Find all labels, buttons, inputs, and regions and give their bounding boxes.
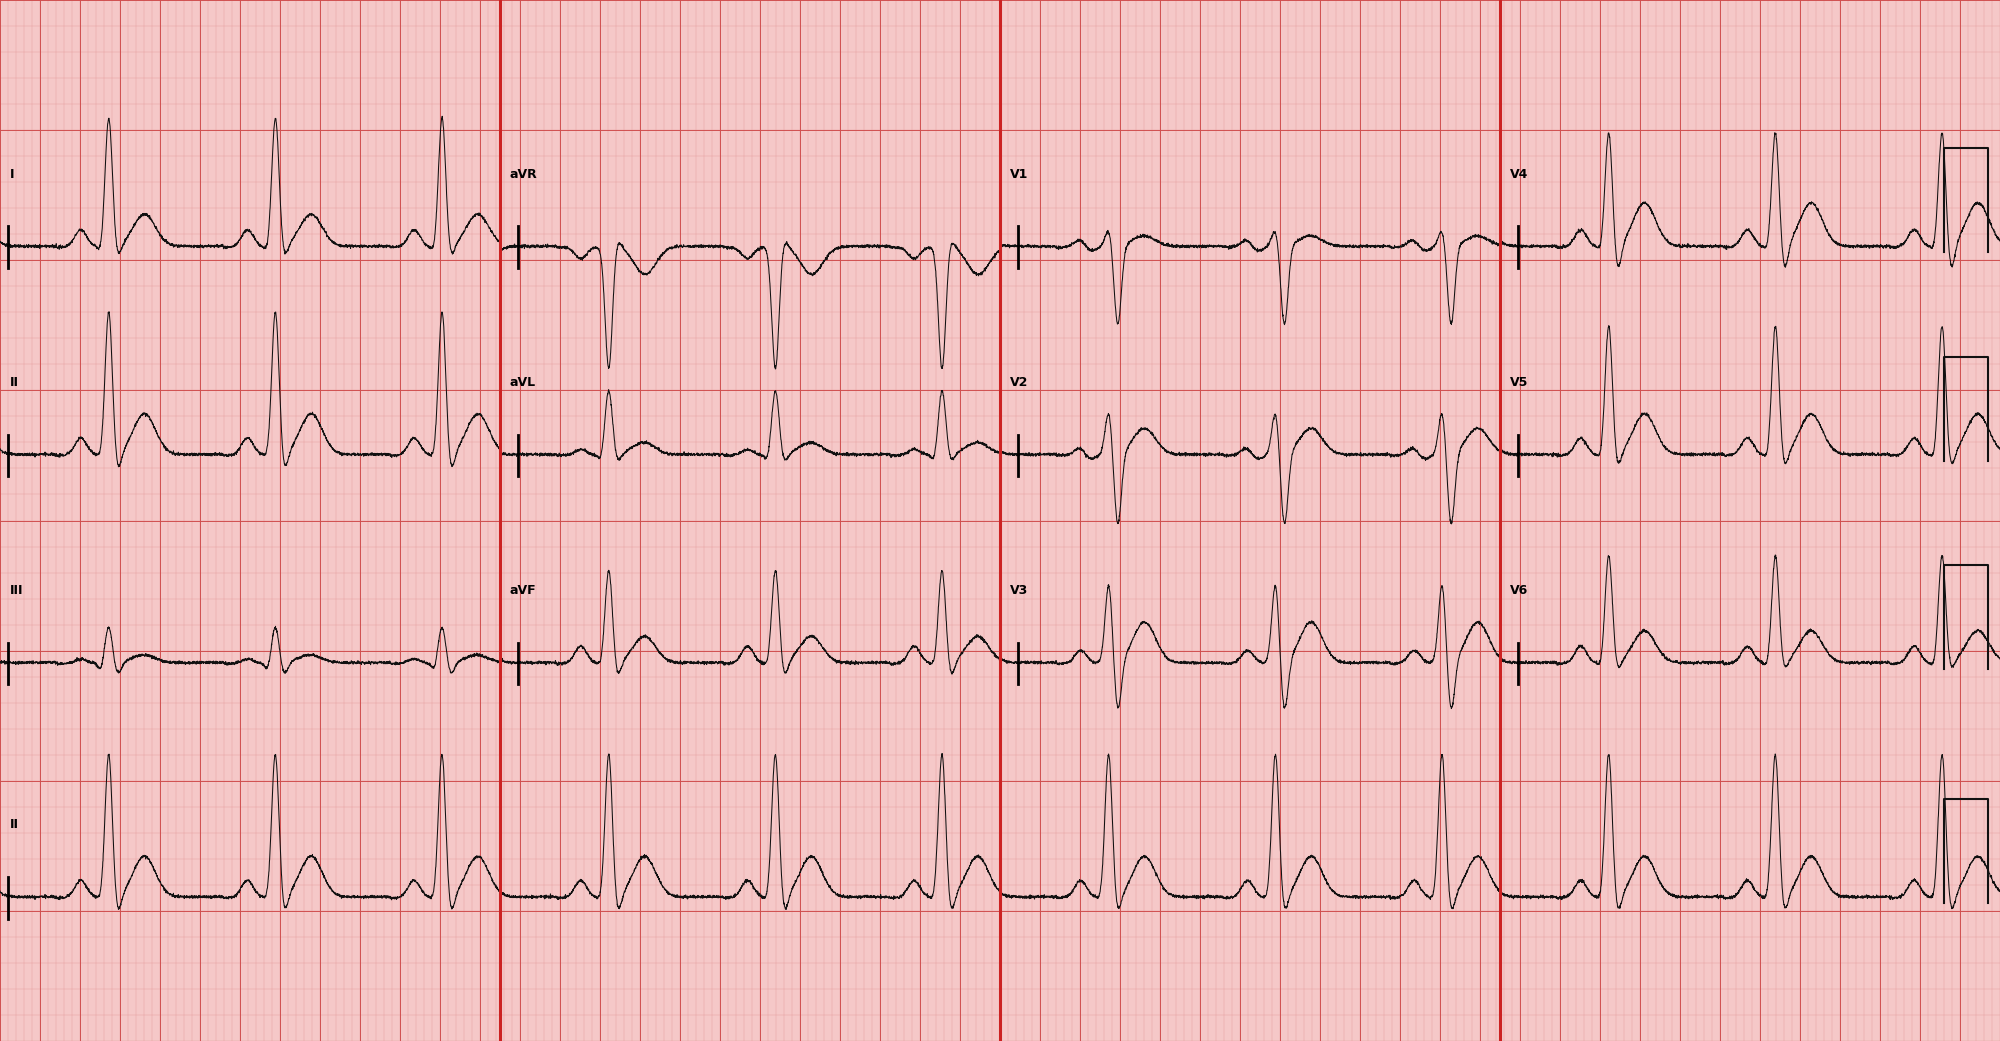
Text: II: II	[10, 818, 20, 832]
Text: V5: V5	[1510, 376, 1528, 389]
Text: I: I	[10, 168, 14, 181]
Text: V6: V6	[1510, 584, 1528, 598]
Text: V4: V4	[1510, 168, 1528, 181]
Text: aVL: aVL	[510, 376, 536, 389]
Text: II: II	[10, 376, 20, 389]
Text: V2: V2	[1010, 376, 1028, 389]
Text: aVF: aVF	[510, 584, 536, 598]
Text: V1: V1	[1010, 168, 1028, 181]
Text: V3: V3	[1010, 584, 1028, 598]
Text: aVR: aVR	[510, 168, 538, 181]
Text: III: III	[10, 584, 24, 598]
